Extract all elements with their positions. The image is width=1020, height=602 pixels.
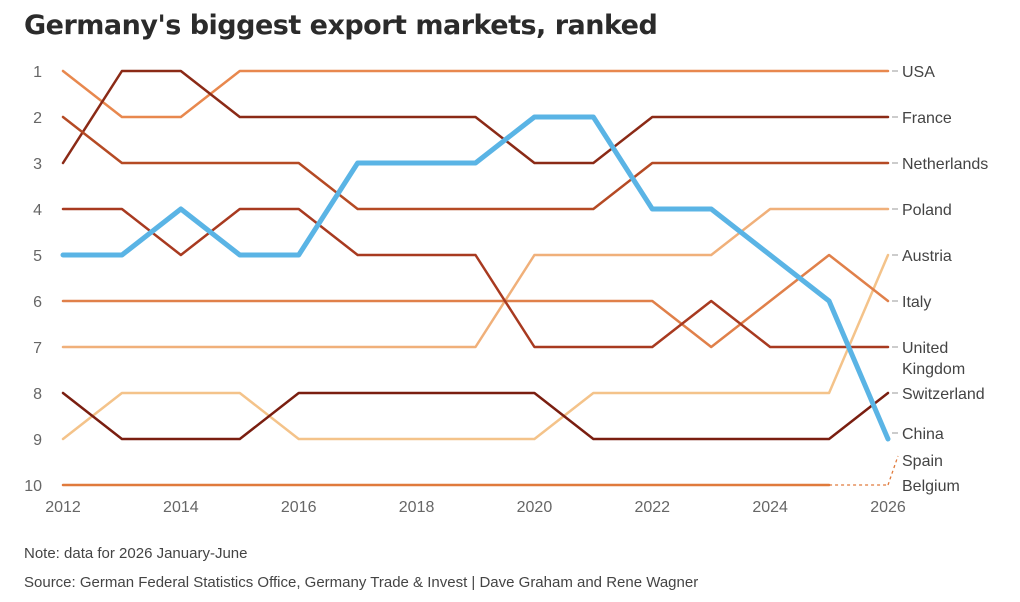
series-line-china [60, 114, 891, 442]
x-tick-label: 2020 [517, 499, 553, 516]
x-tick-label: 2016 [281, 499, 317, 516]
series-label-belgium: Belgium [902, 478, 960, 495]
y-tick-label: 9 [33, 432, 42, 449]
series-label-poland: Poland [902, 202, 952, 219]
chart-source: Source: German Federal Statistics Office… [24, 574, 699, 591]
series-line-switzerland [61, 391, 890, 441]
x-tick-label: 2022 [634, 499, 670, 516]
y-tick-label: 10 [24, 478, 42, 495]
x-tick-label: 2014 [163, 499, 199, 516]
x-tick-label: 2018 [399, 499, 435, 516]
y-tick-label: 1 [33, 64, 42, 81]
series-line-united-kingdom [61, 207, 890, 349]
series-label-italy: Italy [902, 294, 931, 311]
y-tick-label: 8 [33, 386, 42, 403]
y-tick-label: 5 [33, 248, 42, 265]
chart-note: Note: data for 2026 January-June [24, 545, 248, 562]
y-tick-label: 3 [33, 156, 42, 173]
series-line-italy [61, 253, 890, 349]
series-label-netherlands: Netherlands [902, 156, 988, 173]
y-tick-label: 7 [33, 340, 42, 357]
y-tick-label: 6 [33, 294, 42, 311]
x-tick-label: 2012 [45, 499, 81, 516]
spain-leader [887, 455, 899, 486]
series-line-usa [61, 69, 890, 119]
series-label-united-kingdom: United Kingdom [902, 340, 965, 378]
series-line-poland [61, 207, 890, 349]
x-tick-label: 2026 [870, 499, 906, 516]
series-line-netherlands [61, 115, 890, 211]
x-tick-label: 2024 [752, 499, 788, 516]
series-label-austria: Austria [902, 248, 952, 265]
series-label-france: France [902, 110, 952, 127]
y-tick-label: 2 [33, 110, 42, 127]
series-label-spain: Spain [902, 453, 943, 470]
series-label-usa: USA [902, 64, 935, 81]
series-label-china: China [902, 426, 944, 443]
series-line-austria [61, 253, 890, 441]
series-line-france [61, 69, 890, 165]
y-tick-label: 4 [33, 202, 42, 219]
chart-title: Germany's biggest export markets, ranked [24, 10, 658, 41]
series-label-switzerland: Switzerland [902, 386, 985, 403]
